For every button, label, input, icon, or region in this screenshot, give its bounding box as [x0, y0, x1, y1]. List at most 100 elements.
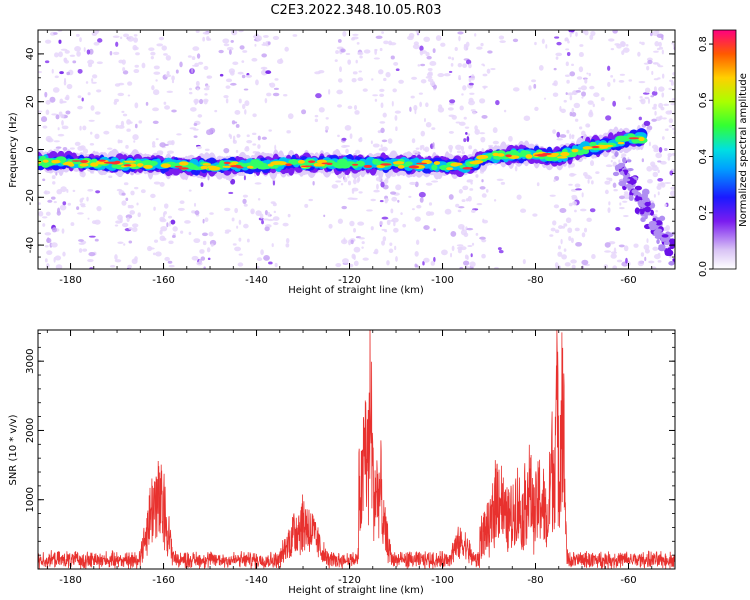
spectrogram-noise-cell	[618, 195, 625, 200]
spectrogram-xtick-label: -60	[620, 275, 636, 286]
spectrogram-noise-cell	[646, 179, 653, 184]
spectrogram-noise-cell	[671, 97, 675, 101]
spectrogram-noise-cell	[411, 208, 415, 211]
spectrogram-noise-cell	[631, 189, 638, 194]
spectrogram-noise-cell	[646, 165, 653, 172]
spectrogram-noise-cell	[94, 111, 101, 115]
spectrogram-noise-cell	[210, 243, 214, 247]
spectrogram-noise-cell	[586, 72, 589, 75]
spectrogram-noise-cell	[457, 209, 462, 213]
spectrogram-noise-cell	[393, 61, 399, 66]
spectrogram-noise-cell	[579, 208, 587, 212]
spectrogram-noise-cell	[357, 77, 364, 82]
spectrogram-noise-cell	[465, 131, 468, 135]
spectrogram-noise-cell	[163, 210, 167, 215]
spectrogram-noise-cell	[429, 60, 437, 66]
spectrogram-noise-cell	[193, 238, 201, 244]
spectrogram-noise-cell	[634, 207, 640, 215]
spectrogram-noise-cell	[568, 183, 573, 186]
spectrogram-noise-cell	[556, 138, 563, 141]
spectrogram-noise-cell	[661, 49, 664, 55]
spectrogram-noise-cell	[343, 176, 348, 183]
spectrogram-noise-cell	[243, 223, 249, 229]
spectrogram-noise-cell	[465, 59, 472, 65]
spectrogram-noise-cell	[46, 263, 50, 269]
spectrogram-noise-cell	[625, 257, 628, 264]
spectrogram-noise-cell	[654, 220, 663, 226]
spectrogram-noise-cell	[188, 87, 193, 91]
spectrogram-noise-cell	[407, 35, 414, 41]
spectrogram-noise-cell	[448, 144, 454, 150]
spectrogram-noise-cell	[38, 211, 44, 217]
spectrogram-noise-cell	[56, 210, 61, 216]
spectrogram-noise-cell	[122, 67, 126, 72]
spectrogram-noise-cell	[356, 42, 360, 45]
spectrogram-noise-cell	[658, 41, 662, 47]
spectrogram-noise-cell	[168, 215, 173, 219]
spectrogram-noise-cell	[652, 106, 657, 110]
spectrogram-noise-cell	[566, 79, 570, 84]
spectrogram-noise-cell	[394, 115, 398, 121]
spectrogram-noise-cell	[234, 110, 241, 115]
spectrogram-ridge-cell	[591, 145, 600, 149]
spectrogram-noise-cell	[637, 260, 644, 267]
spectrogram-noise-cell	[386, 260, 390, 266]
spectrogram-noise-cell	[398, 79, 404, 84]
spectrogram-noise-cell	[493, 198, 497, 202]
spectrogram-noise-cell	[279, 58, 283, 63]
spectrogram-noise-cell	[644, 96, 650, 100]
spectrogram-noise-cell	[466, 227, 474, 231]
spectrogram-noise-cell	[468, 82, 474, 86]
spectrogram-noise-cell	[512, 38, 519, 43]
spectrogram-noise-cell	[93, 41, 100, 46]
spectrogram-noise-cell	[534, 106, 539, 111]
spectrogram-noise-cell	[412, 44, 420, 50]
spectrogram-noise-cell	[653, 148, 660, 153]
spectrogram-noise-cell	[414, 251, 419, 257]
spectrogram-ridge-cell	[452, 162, 463, 166]
spectrogram-noise-cell	[194, 210, 200, 216]
spectrogram-noise-cell	[563, 223, 568, 227]
spectrogram-noise-cell	[150, 193, 156, 199]
figure-title: C2E3.2022.348.10.05.R03	[270, 3, 441, 18]
spectrogram-ridge-cell	[638, 136, 645, 142]
spectrogram-noise-cell	[653, 103, 657, 108]
spectrogram-noise-cell	[425, 182, 433, 186]
spectrogram-noise-cell	[229, 134, 232, 140]
spectrogram-noise-cell	[650, 95, 655, 98]
spectrogram-noise-cell	[593, 92, 600, 98]
spectrogram-panel: -180 -160 -140 -120 -100 -80 -60 -40 -20 0 20 40 He…	[8, 29, 676, 296]
spectrogram-noise-cell	[619, 202, 622, 206]
spectrogram-noise-cell	[207, 257, 211, 261]
spectrogram-noise-cell	[263, 35, 269, 38]
spectrogram-noise-cell	[554, 36, 560, 39]
spectrogram-noise-cell	[152, 107, 159, 112]
spectrogram-noise-cell	[339, 66, 342, 73]
spectrogram-noise-cell	[195, 30, 200, 33]
spectrogram-noise-cell	[273, 210, 277, 214]
spectrogram-noise-cell	[450, 63, 454, 67]
spectrogram-noise-cell	[444, 208, 452, 215]
spectrogram-noise-cell	[415, 30, 421, 34]
spectrogram-noise-cell	[53, 140, 60, 143]
spectrogram-noise-cell	[381, 240, 386, 246]
spectrogram-ridge-cell	[549, 152, 560, 156]
spectrogram-ridge-cell	[497, 153, 505, 157]
spectrogram-noise-cell	[570, 173, 577, 176]
spectrogram-noise-cell	[81, 197, 85, 200]
spectrogram-noise-cell	[432, 142, 435, 148]
spectrogram-ridge-cell	[392, 161, 405, 165]
spectrogram-noise-cell	[130, 190, 135, 196]
spectrogram-noise-cell	[77, 105, 83, 110]
spectrogram-noise-cell	[420, 50, 427, 54]
spectrogram-ridge-cell	[246, 165, 254, 169]
spectrogram-noise-cell	[566, 129, 570, 134]
spectrogram-ridge-cell	[582, 146, 594, 150]
spectrogram-ridge-cell	[178, 167, 189, 170]
spectrogram-noise-cell	[171, 234, 176, 238]
spectrogram-noise-cell	[66, 71, 71, 76]
spectrogram-noise-cell	[479, 236, 486, 240]
spectrogram-noise-cell	[75, 33, 80, 37]
spectrogram-noise-cell	[390, 191, 397, 195]
spectrogram-noise-cell	[166, 90, 174, 94]
